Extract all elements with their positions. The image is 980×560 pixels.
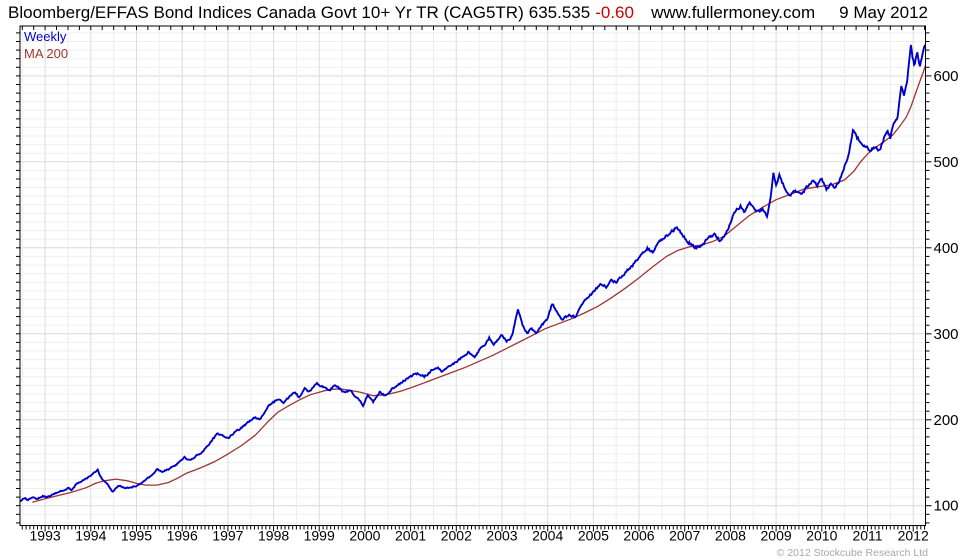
x-axis-label: 1998 xyxy=(258,528,289,544)
x-axis-label: 2008 xyxy=(715,528,746,544)
plot-border xyxy=(19,25,926,526)
website-text: www.fullermoney.com xyxy=(651,3,816,22)
y-axis-labels: 100 200 300 400 500 600 xyxy=(934,68,959,515)
price-change: -0.60 xyxy=(595,3,634,22)
y-axis-label: 200 xyxy=(934,412,959,429)
x-axis-label: 2004 xyxy=(532,528,563,544)
x-axis-labels: 1993 1994 1995 1996 1997 1998 1999 2000 2001 2002… xyxy=(30,528,929,544)
copyright-label: © 2012 Stockcube Research Ltd xyxy=(777,547,928,559)
x-axis-label: 2010 xyxy=(806,528,837,544)
x-axis-label: 2006 xyxy=(623,528,654,544)
x-axis-label: 1993 xyxy=(30,528,61,544)
header-right: www.fullermoney.com 9 May 2012 xyxy=(651,3,928,23)
x-axis-label: 2012 xyxy=(898,528,929,544)
y-axis-label: 100 xyxy=(934,498,959,515)
y-axis-label: 300 xyxy=(934,326,959,343)
x-axis-label: 2007 xyxy=(669,528,700,544)
y-axis-label: 400 xyxy=(934,240,959,257)
ma-200-line xyxy=(32,65,926,503)
grid-lines xyxy=(20,26,926,526)
x-axis-label: 2000 xyxy=(349,528,380,544)
axis-ticks xyxy=(16,26,932,532)
legend-ma-label: MA 200 xyxy=(24,46,68,61)
last-price: 635.535 xyxy=(528,3,591,22)
x-axis-label: 2009 xyxy=(761,528,792,544)
x-axis-label: 2003 xyxy=(486,528,517,544)
x-axis-label: 1995 xyxy=(121,528,152,544)
chart-header: Bloomberg/EFFAS Bond Indices Canada Govt… xyxy=(8,3,928,25)
y-axis-label: 500 xyxy=(934,154,959,171)
x-axis-label: 1994 xyxy=(75,528,106,544)
legend-weekly-label: Weekly xyxy=(24,29,67,44)
x-axis-label: 2002 xyxy=(441,528,472,544)
x-axis-label: 2001 xyxy=(395,528,426,544)
chart-title: Bloomberg/EFFAS Bond Indices Canada Govt… xyxy=(8,3,524,22)
x-axis-label: 1999 xyxy=(304,528,335,544)
x-axis-label: 1996 xyxy=(167,528,198,544)
x-axis-label: 2011 xyxy=(852,528,882,544)
weekly-price-line xyxy=(20,44,926,503)
date-text: 9 May 2012 xyxy=(839,3,928,22)
y-axis-label: 600 xyxy=(934,68,959,85)
x-axis-label: 1997 xyxy=(212,528,243,544)
x-axis-label: 2005 xyxy=(578,528,609,544)
